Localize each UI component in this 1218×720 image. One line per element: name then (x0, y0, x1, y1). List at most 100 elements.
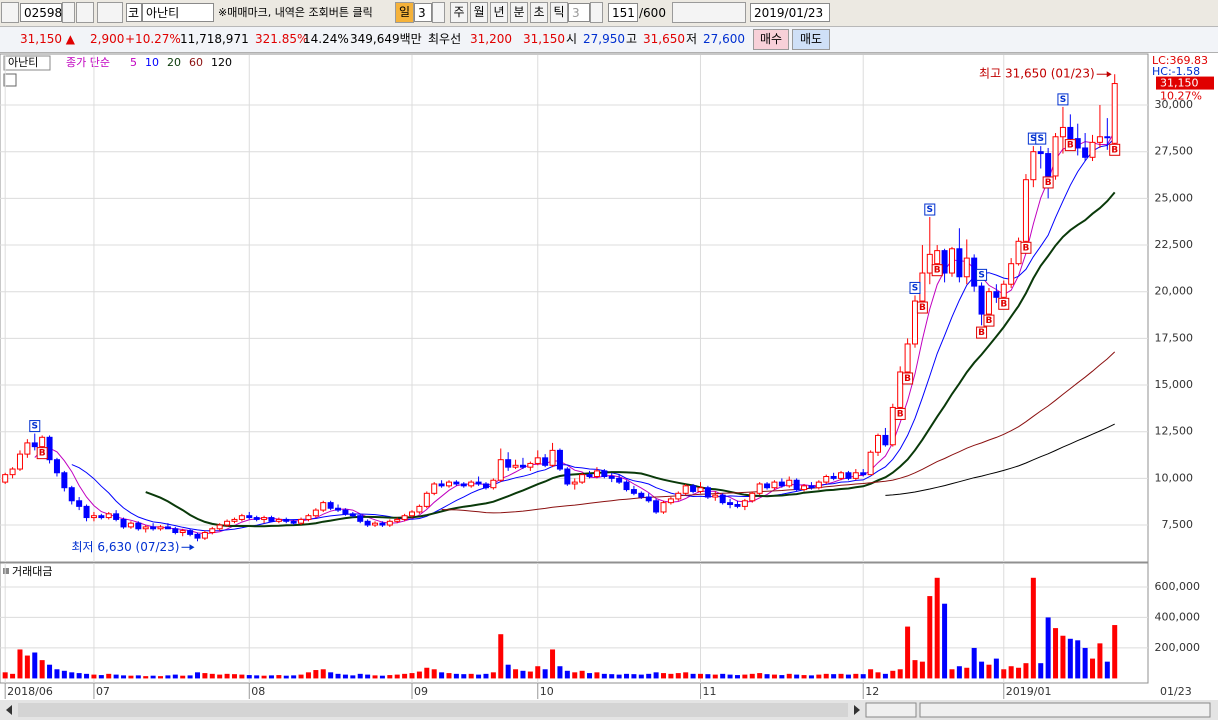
candle-body (971, 257, 978, 287)
signal-label: S (32, 422, 38, 432)
period-n[interactable]: 3 (414, 3, 432, 22)
vol-ratio: 321.85% (255, 32, 309, 46)
volume-title: 거래대금 (12, 565, 52, 578)
date-input[interactable]: 2019/01/23 (750, 3, 830, 22)
candle-body (1059, 126, 1066, 138)
sound-button[interactable] (97, 2, 123, 23)
unit-button[interactable]: 주 (450, 2, 468, 23)
candle-body (283, 518, 290, 522)
dropdown[interactable] (432, 2, 445, 23)
volume-bar (771, 674, 777, 679)
volume-bar (808, 675, 814, 679)
volume-bar (646, 673, 652, 679)
volume-bar (209, 673, 215, 679)
count-input[interactable]: 151 (608, 3, 638, 22)
volume-bar (964, 667, 970, 679)
volume-bar (2, 672, 8, 679)
menu-icon[interactable] (1, 2, 19, 23)
candle-body (660, 502, 667, 513)
candle-body (445, 481, 452, 487)
volume-bar (564, 670, 570, 679)
candle-body (712, 494, 719, 498)
candle-body (135, 522, 142, 530)
candle-body (948, 248, 955, 274)
scroll-track[interactable] (18, 703, 848, 717)
unit-button[interactable]: 초 (530, 2, 548, 23)
candle-body (1045, 153, 1052, 177)
dropdown[interactable] (590, 2, 603, 23)
volume-bar (683, 672, 689, 679)
candle-body (320, 502, 327, 511)
volume-bar (527, 671, 533, 679)
scroll-left[interactable] (6, 705, 12, 715)
volume-bar (224, 673, 230, 679)
tool-buttons[interactable] (919, 702, 1211, 718)
candle-body (61, 472, 68, 489)
unit-button[interactable]: 년 (490, 2, 508, 23)
volume-bar (54, 669, 60, 679)
candle-body (372, 522, 379, 526)
high-label: 고 (626, 32, 638, 46)
period-button[interactable]: 일 (395, 2, 414, 23)
volume-bar (624, 673, 630, 679)
unit-n[interactable]: 3 (568, 3, 590, 22)
volume-bar (897, 669, 903, 679)
sell-button[interactable]: 매도 (792, 29, 830, 50)
volume-bar (187, 675, 193, 679)
panel-icon[interactable] (3, 73, 17, 87)
volume-bar (550, 649, 556, 679)
candle-body (482, 483, 489, 489)
high: 31,650 (643, 32, 685, 46)
ma-period: 20 (167, 56, 181, 69)
annotation: 최고 31,650 (01/23) (979, 67, 1095, 81)
price: 31,150 ▲ (20, 32, 76, 46)
name-input[interactable]: 아난티 (142, 3, 214, 22)
volume-bar (246, 675, 252, 679)
volume-bar (631, 674, 637, 679)
x-tick-label: 09 (414, 685, 428, 698)
volume-bar (594, 672, 600, 679)
volume-bar (831, 674, 837, 679)
unit-button[interactable]: 틱 (550, 2, 568, 23)
scroll-right[interactable] (854, 705, 860, 715)
volume-bar (734, 675, 740, 679)
search-button[interactable] (76, 2, 94, 23)
candle-body (68, 487, 75, 502)
volume-bar (305, 672, 311, 679)
signal-box (1020, 241, 1032, 254)
volume-bar (1075, 640, 1081, 679)
nav-buttons[interactable] (865, 702, 917, 718)
volume-bar (942, 603, 948, 679)
candle-body (978, 285, 985, 315)
candle-body (519, 464, 526, 468)
volume-bar (949, 669, 955, 679)
signal-label: S (1030, 134, 1036, 144)
volume-bar (742, 674, 748, 679)
candle-body (105, 513, 112, 519)
buy-button[interactable]: 매수 (753, 29, 789, 50)
unit-button[interactable]: 분 (510, 2, 528, 23)
candle-body (312, 509, 319, 517)
signal-box (931, 264, 943, 277)
candle-body (645, 496, 652, 502)
candle-body (823, 476, 830, 483)
code-input[interactable]: 025980 (20, 3, 70, 22)
tool-icons[interactable] (672, 2, 746, 23)
candle-body (394, 518, 401, 522)
volume-bar (424, 667, 430, 679)
price-box-label: 31,150 (1160, 77, 1199, 90)
unit-button[interactable]: 월 (470, 2, 488, 23)
candle-body (638, 492, 645, 498)
dropdown[interactable] (62, 2, 75, 23)
volume-bar (712, 674, 718, 679)
market[interactable]: 코 (126, 3, 142, 22)
volume-bar (979, 661, 985, 679)
moving-average (441, 351, 1116, 514)
bid: 31,150 (523, 32, 565, 46)
candle-body (741, 500, 748, 507)
signal-box (1064, 139, 1076, 152)
volume-bar (365, 674, 371, 679)
volume-bar (84, 673, 90, 679)
candle-body (224, 520, 231, 526)
